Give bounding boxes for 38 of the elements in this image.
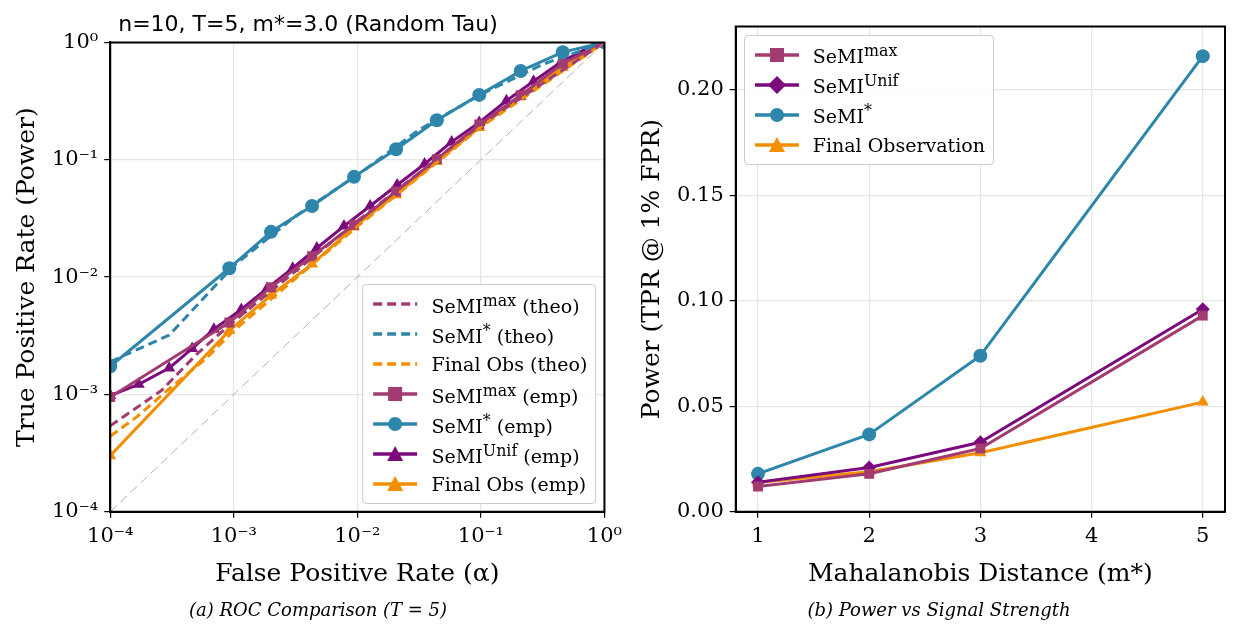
y-tick-label: 10⁻³ bbox=[51, 380, 99, 405]
x-tick-label: 10⁻² bbox=[334, 522, 381, 547]
legend-label: SeMI$^{max}$ (theo) bbox=[431, 290, 580, 317]
x-tick-label: 2 bbox=[862, 522, 876, 547]
x-axis-title: False Positive Rate (α) bbox=[215, 557, 500, 587]
y-tick-label: 0.05 bbox=[676, 392, 724, 417]
legend-label: SeMI$^{*}$ (emp) bbox=[431, 410, 554, 437]
legend-label: SeMI$^{max}$ (emp) bbox=[431, 380, 579, 407]
y-tick-label: 0.15 bbox=[676, 181, 724, 206]
x-tick-label: 5 bbox=[1196, 522, 1210, 547]
x-tick-label: 10⁻³ bbox=[210, 522, 257, 547]
legend-label: SeMI$^{*}$ bbox=[812, 101, 872, 128]
y-tick-label: 0.20 bbox=[676, 76, 724, 101]
legend-label: Final Obs (emp) bbox=[431, 472, 587, 495]
x-tick-label: 10⁻⁴ bbox=[87, 522, 134, 547]
y-tick-label: 0.10 bbox=[676, 287, 724, 312]
y-tick-label: 10⁰ bbox=[63, 28, 99, 53]
chart-title: n=10, T=5, m*=3.0 (Random Tau) bbox=[118, 10, 498, 36]
x-tick-label: 10⁻¹ bbox=[457, 522, 504, 547]
x-tick-label: 3 bbox=[973, 522, 988, 547]
y-tick-label: 10⁻¹ bbox=[51, 146, 99, 171]
y-tick-label: 0.00 bbox=[676, 498, 724, 523]
y-axis-title: Power (TPR @ 1% FPR) bbox=[635, 119, 665, 420]
legend-label: Final Observation bbox=[812, 133, 985, 156]
legend-label: SeMI$^{Unif}$ bbox=[812, 71, 899, 98]
text: (a) ROC Comparison (T = 5) bbox=[188, 599, 448, 620]
legend-label: SeMI$^{*}$ (theo) bbox=[431, 320, 555, 347]
x-tick-label: 1 bbox=[751, 522, 765, 547]
x-tick-label: 10⁰ bbox=[586, 522, 622, 547]
legend-label: SeMI$^{Unif}$ (emp) bbox=[431, 440, 580, 467]
x-tick-label: 4 bbox=[1084, 522, 1099, 547]
legend-label: SeMI$^{max}$ bbox=[812, 41, 898, 68]
text: (b) Power vs Signal Strength bbox=[806, 599, 1072, 620]
y-tick-label: 10⁻⁴ bbox=[51, 498, 99, 523]
y-axis-title: True Positive Rate (Power) bbox=[10, 107, 40, 447]
legend-label: Final Obs (theo) bbox=[431, 352, 588, 375]
y-tick-label: 10⁻² bbox=[51, 263, 99, 288]
x-axis-title: Mahalanobis Distance (m*) bbox=[808, 557, 1153, 587]
